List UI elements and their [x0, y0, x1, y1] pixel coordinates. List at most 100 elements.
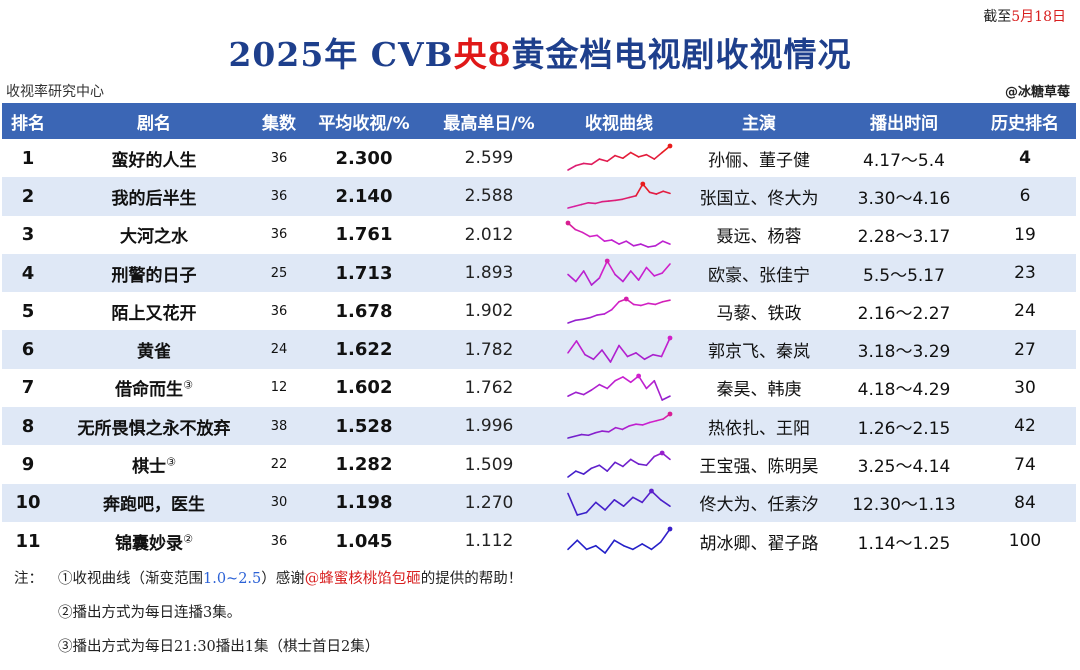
rating-sparkline [567, 296, 671, 325]
air-time-cell: 2.16～2.27 [834, 292, 974, 331]
cast-cell: 张国立、佟大为 [684, 177, 834, 216]
table-row: 9 棋士③ 22 1.282 1.509 王宝强、陈明昊 3.25～4.14 74 [2, 445, 1076, 484]
curve-segment [645, 455, 656, 466]
header-history-rank: 历史排名 [974, 103, 1076, 139]
curve-segment [648, 191, 658, 196]
curve-segment [575, 391, 585, 396]
rank-cell: 1 [2, 139, 54, 178]
air-time-cell: 5.5～5.17 [834, 253, 974, 293]
table-row: 3 大河之水 36 1.761 2.012 聂远、杨蓉 2.28～3.17 19 [2, 215, 1076, 254]
curve-segment [596, 313, 606, 317]
curve-segment [585, 501, 597, 514]
curve-segment [621, 425, 630, 431]
curve-segment [643, 353, 654, 360]
rating-curve-cell [554, 292, 684, 331]
curve-segment [567, 273, 577, 283]
table-row: 10 奔跑吧，医生 30 1.198 1.270 佟大为、任素汐 12.30～1.13 84 [2, 483, 1076, 522]
curve-segment [567, 539, 579, 551]
cast-cell: 秦昊、韩庚 [684, 368, 834, 408]
rank-cell: 9 [2, 445, 54, 484]
title-text: 大河之水 [120, 227, 188, 248]
curve-segment [650, 541, 662, 551]
page-title: 2025年 CVB央8黄金档电视剧收视情况 [228, 35, 852, 74]
rating-curve-cell [554, 215, 684, 254]
curve-segment [607, 199, 617, 203]
avg-rating-cell: 2.300 [304, 139, 424, 178]
rating-sparkline [567, 258, 671, 286]
header-title: 剧名 [54, 103, 254, 139]
title-cell: 借命而生③ [54, 368, 254, 408]
curve-segment [629, 270, 640, 281]
curve-segment [606, 154, 616, 163]
history-rank-cell: 4 [974, 139, 1076, 178]
rating-curve-cell [554, 483, 684, 522]
avg-rating-cell: 1.528 [304, 407, 424, 446]
curve-segment [587, 432, 597, 437]
title-text: 无所畏惧之永不放弃 [77, 418, 231, 439]
curve-segment [648, 420, 658, 424]
rating-sparkline [565, 220, 671, 248]
curve-segment [574, 318, 584, 322]
title-cell: 我的后半生 [54, 177, 254, 216]
header-rank: 排名 [2, 103, 54, 139]
table-row: 2 我的后半生 36 2.140 2.588 张国立、佟大为 3.30～4.16 6 [2, 177, 1076, 216]
episodes-cell: 25 [254, 253, 304, 293]
curve-segment [653, 272, 663, 277]
curve-segment [652, 353, 663, 357]
header-cast: 主演 [684, 103, 834, 139]
rank-cell: 8 [2, 407, 54, 446]
episodes-cell: 36 [254, 521, 304, 561]
avg-rating-cell: 1.045 [304, 521, 424, 561]
cast-cell: 欧豪、张佳宁 [684, 253, 834, 293]
rating-curve-cell [554, 177, 684, 216]
curve-segment [614, 154, 624, 160]
episodes-cell: 24 [254, 330, 304, 369]
air-time-cell: 4.18～4.29 [834, 368, 974, 408]
rank-cell: 7 [2, 368, 54, 408]
curve-segment [622, 458, 632, 467]
curve-segment [632, 303, 642, 307]
peak-rating-cell: 1.902 [424, 292, 554, 331]
header-air-time: 播出时间 [834, 103, 974, 139]
author-credit: @冰糖草莓 [1004, 85, 1070, 100]
cast-cell: 马藜、铁政 [684, 292, 834, 331]
curve-peak-point [640, 182, 646, 187]
title-cell: 刑警的日子 [54, 253, 254, 293]
title-cell: 奔跑吧，医生 [54, 483, 254, 522]
curve-segment [601, 348, 612, 363]
title-cell: 棋士③ [54, 445, 254, 484]
rating-sparkline [567, 182, 671, 210]
curve-segment [567, 319, 577, 325]
title-text: 陌上又花开 [111, 303, 197, 324]
avg-rating-cell: 1.282 [304, 445, 424, 484]
peak-rating-cell: 1.270 [424, 483, 554, 522]
curve-segment [645, 266, 656, 277]
curve-segment [576, 511, 588, 516]
curve-segment [622, 496, 634, 507]
peak-rating-cell: 1.112 [424, 521, 554, 561]
rank-cell: 4 [2, 253, 54, 293]
rank-cell: 2 [2, 177, 54, 216]
curve-segment [632, 496, 643, 503]
table-row: 6 黄雀 24 1.622 1.782 郭京飞、秦岚 3.18～3.29 27 [2, 330, 1076, 369]
table-row: 11 锦囊妙录② 36 1.045 1.112 胡冰卿、翟子路 1.14～1.25 100 [2, 521, 1076, 561]
episodes-cell: 38 [254, 407, 304, 446]
header-row: 排名 剧名 集数 平均收视/% 最高单日/% 收视曲线 主演 播出时间 历史排名 [2, 103, 1076, 139]
ratings-table: 排名 剧名 集数 平均收视/% 最高单日/% 收视曲线 主演 播出时间 历史排名… [2, 103, 1076, 561]
rating-curve-cell [554, 330, 684, 369]
cast-cell: 王宝强、陈明昊 [684, 445, 834, 484]
peak-rating-cell: 2.599 [424, 139, 554, 178]
table-row: 1 蛮好的人生 36 2.300 2.599 孙俪、董子健 4.17～5.4 4 [2, 139, 1076, 178]
curve-segment [622, 376, 632, 384]
note-3: ③播出方式为每日21:30播出1集（棋士首日2集） [58, 639, 380, 655]
curve-segment [575, 270, 585, 283]
rating-curve-cell [554, 139, 684, 178]
rating-sparkline [567, 526, 673, 554]
curve-segment [614, 198, 624, 202]
curve-segment [628, 423, 637, 427]
curve-peak-point [649, 488, 654, 494]
curve-segment [655, 190, 664, 196]
curve-segment [614, 376, 624, 382]
curve-segment [582, 466, 593, 475]
rating-sparkline [567, 335, 673, 363]
